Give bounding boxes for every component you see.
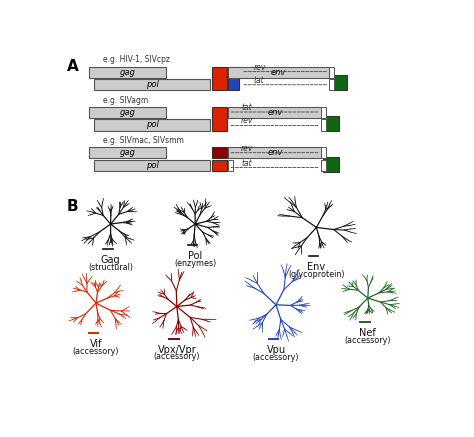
Text: env: env (267, 108, 283, 117)
Text: B: B (66, 199, 78, 214)
Text: rev: rev (241, 144, 254, 153)
Bar (228, 147, 322, 159)
Bar (323, 116, 339, 131)
Text: rev: rev (241, 116, 254, 125)
Text: (glycoprotein): (glycoprotein) (288, 270, 345, 279)
Bar (321, 107, 326, 118)
Text: e.g. SIVmac, SIVsmm: e.g. SIVmac, SIVsmm (103, 136, 184, 145)
Text: Env: Env (307, 263, 326, 273)
Bar (212, 107, 227, 131)
Text: tat: tat (241, 103, 252, 112)
Bar (323, 157, 339, 172)
Bar (212, 160, 227, 171)
Text: Vpu: Vpu (266, 345, 285, 355)
Text: Nef: Nef (359, 328, 376, 338)
Bar (321, 119, 326, 131)
Text: gag: gag (119, 149, 135, 157)
Bar (329, 66, 334, 78)
Text: gag: gag (119, 108, 135, 117)
Text: (enzymes): (enzymes) (174, 259, 216, 268)
Text: Vif: Vif (90, 340, 102, 350)
Text: pol: pol (146, 121, 158, 129)
Bar (94, 119, 210, 131)
Bar (321, 160, 326, 171)
Bar (89, 147, 166, 159)
Text: e.g. HIV-1, SIVcpz: e.g. HIV-1, SIVcpz (103, 55, 170, 64)
Bar (228, 107, 322, 118)
Bar (228, 66, 329, 78)
Text: tat: tat (254, 76, 264, 85)
Bar (228, 160, 233, 171)
Bar (94, 79, 210, 90)
Text: Gag: Gag (101, 255, 120, 265)
Text: (accessory): (accessory) (345, 336, 391, 345)
Text: Vpx/Vpr: Vpx/Vpr (157, 345, 196, 355)
Text: tat: tat (241, 159, 252, 167)
Text: e.g. SIVagm: e.g. SIVagm (103, 96, 148, 104)
Text: A: A (66, 59, 78, 74)
Text: Pol: Pol (188, 251, 202, 261)
Bar (212, 66, 227, 90)
Text: pol: pol (146, 161, 158, 170)
Text: (accessory): (accessory) (73, 347, 119, 356)
Bar (329, 79, 334, 90)
Text: rev: rev (254, 62, 266, 72)
Bar (212, 147, 227, 159)
Text: env: env (271, 68, 286, 76)
Bar (331, 75, 347, 90)
Text: pol: pol (146, 80, 158, 89)
Text: (accessory): (accessory) (253, 353, 299, 361)
Text: env: env (267, 149, 283, 157)
Bar (89, 107, 166, 118)
Bar (228, 66, 239, 90)
Text: (structural): (structural) (88, 263, 133, 272)
Text: (accessory): (accessory) (154, 352, 200, 361)
Bar (94, 160, 210, 171)
Bar (89, 66, 166, 78)
Bar (321, 147, 326, 159)
Text: gag: gag (119, 68, 135, 76)
